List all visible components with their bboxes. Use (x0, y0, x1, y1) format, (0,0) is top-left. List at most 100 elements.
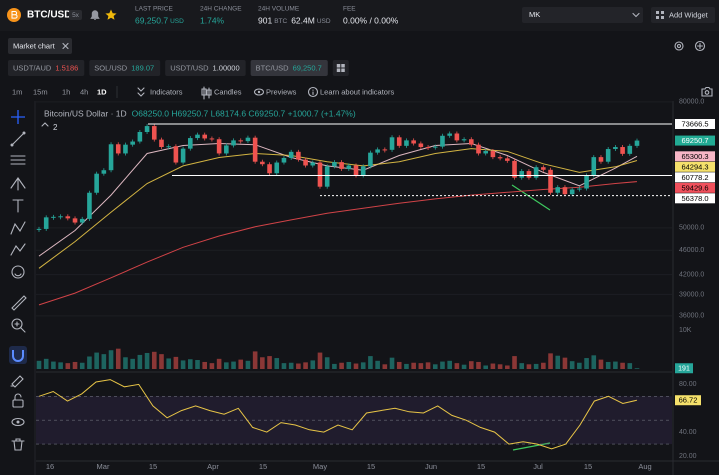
star-icon[interactable] (105, 9, 117, 20)
candle (209, 138, 215, 140)
interval[interactable]: 15m (33, 87, 48, 96)
pattern-tool[interactable] (10, 221, 26, 235)
add-widget-button[interactable] (651, 7, 715, 23)
candle (332, 162, 337, 167)
ticker-pair: BTC/USD (256, 63, 290, 72)
interval[interactable]: 1D (97, 87, 107, 96)
trend-line-dot (22, 131, 26, 135)
settings-icon[interactable] (674, 41, 684, 51)
volume-bar (79, 362, 85, 369)
zoom-tool[interactable] (11, 318, 23, 330)
candle (418, 143, 424, 148)
price-label-box (675, 193, 715, 204)
candle (519, 171, 525, 178)
candle (440, 135, 445, 147)
candle (339, 162, 344, 169)
ticker-price: 1.00000 (213, 63, 240, 72)
leverage: 5x (72, 12, 80, 19)
candle (245, 137, 251, 142)
eye-pupil (16, 420, 20, 424)
candle (166, 146, 171, 148)
account-select[interactable] (522, 7, 643, 23)
add-icon[interactable] (694, 40, 706, 52)
market-chart-tab[interactable] (8, 38, 72, 54)
toolbar-item[interactable]: Learn about indicators (320, 87, 394, 96)
volume-bar (605, 361, 611, 369)
volume-bar (224, 362, 229, 369)
pitchfork-tool[interactable] (10, 177, 26, 191)
volume-bar (396, 361, 402, 369)
volume-bar (123, 357, 128, 369)
volume-bar (260, 357, 265, 369)
price-tick-label: 42000.0 (679, 271, 704, 278)
volume-bar (555, 355, 561, 369)
candle (634, 140, 640, 146)
trash-tool[interactable] (11, 438, 25, 451)
volume-bar (512, 356, 517, 369)
candle (58, 216, 63, 218)
bell-icon[interactable] (90, 10, 100, 20)
crosshair-tool[interactable] (11, 110, 25, 124)
ruler-tool[interactable] (11, 295, 27, 311)
prediction-tool[interactable] (10, 243, 26, 256)
candle (65, 216, 71, 219)
interval[interactable]: 1m (12, 87, 22, 96)
price-label-box (675, 119, 715, 130)
camera-icon[interactable] (701, 86, 713, 97)
interval[interactable]: 1h (62, 87, 70, 96)
toolbar-item[interactable]: Candles (214, 87, 242, 96)
emoji-tool[interactable] (11, 265, 25, 279)
ticker-price: 1.5186 (55, 63, 78, 72)
volume-bar (505, 365, 510, 369)
widget-icon (656, 11, 664, 19)
candle (627, 145, 633, 154)
toolbar-item[interactable]: Previews (266, 87, 297, 96)
text-tool[interactable] (12, 199, 24, 213)
volume-bar (166, 358, 171, 369)
volume-bar (65, 363, 71, 369)
price-label: 60778.2 (681, 173, 708, 182)
candle (569, 189, 575, 195)
volume-tick-label: 10K (679, 327, 692, 334)
zoom-tool-plus (14, 321, 26, 333)
brush-tool[interactable] (10, 375, 24, 388)
volume-bar (332, 363, 337, 369)
lock-tool[interactable] (12, 399, 24, 408)
ticker-pair: SOL/USD (94, 63, 128, 72)
moving-average (38, 148, 638, 269)
close-tab[interactable] (62, 42, 69, 50)
pair-name[interactable]: BTC/USD (27, 10, 71, 21)
eye-tool[interactable] (11, 417, 25, 427)
learn-icon (307, 86, 319, 98)
interval[interactable]: 4h (80, 87, 88, 96)
grid-toggle[interactable] (332, 60, 349, 76)
volume-bar (252, 351, 258, 369)
candle (411, 140, 416, 144)
candle (497, 157, 503, 159)
volume-bar (339, 362, 344, 369)
ticker-tab[interactable] (165, 60, 246, 76)
volume-bar (303, 362, 308, 369)
volume-bar (346, 361, 352, 369)
volume-bar (627, 363, 633, 369)
legend-collapse[interactable] (41, 122, 49, 127)
volume-bar (541, 362, 546, 369)
toolbar-item[interactable]: Indicators (150, 87, 183, 96)
rsi-tick-label: 20.00 (679, 453, 697, 460)
ticker-pair: USDT/AUD (13, 63, 52, 72)
trend-line-tool[interactable] (11, 132, 25, 146)
candle (216, 139, 222, 154)
candle (101, 170, 107, 174)
lines-tool[interactable] (10, 155, 26, 165)
volume-bar (598, 359, 604, 369)
stat-value: 69,250.7 (135, 15, 168, 25)
ticker-tab[interactable] (89, 60, 161, 76)
account-name: MK (529, 10, 540, 19)
candle (51, 216, 56, 218)
magnet-tool[interactable] (12, 350, 24, 362)
volume-bar (548, 353, 553, 369)
add-icon-plus (696, 42, 704, 50)
candle (526, 171, 532, 178)
ticker-tab[interactable] (250, 60, 328, 76)
ticker-tab[interactable] (8, 60, 85, 76)
